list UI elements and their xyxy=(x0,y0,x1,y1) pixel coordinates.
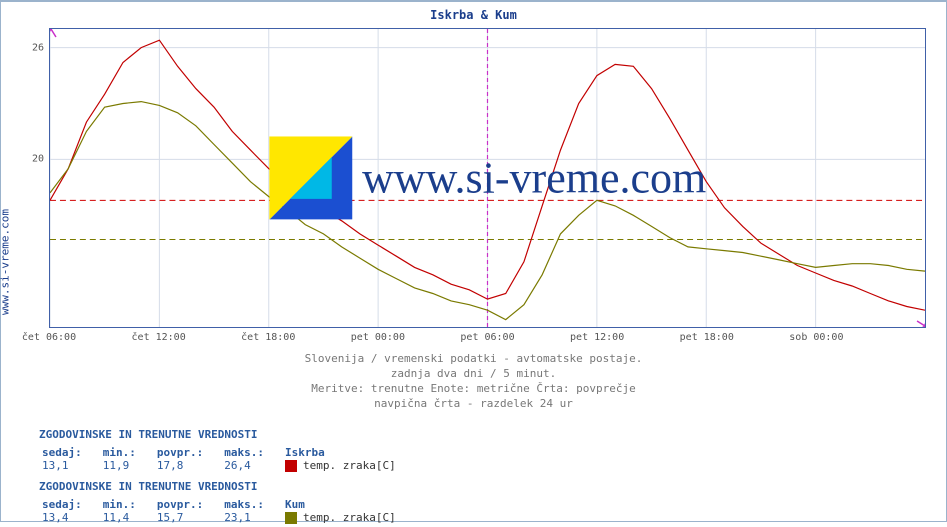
chart-title: Iskrba & Kum xyxy=(1,2,946,22)
val-now: 13,4 xyxy=(42,511,69,524)
legend-swatch xyxy=(285,512,297,524)
chart-container: Iskrba & Kum www.si-vreme.com www.si-vre… xyxy=(0,0,947,522)
col-max: maks.: xyxy=(224,446,264,459)
val-min: 11,4 xyxy=(103,511,130,524)
x-ticks: čet 06:00čet 12:00čet 18:00pet 00:00pet … xyxy=(49,332,926,346)
legend-swatch xyxy=(285,460,297,472)
stats-table: sedaj:13,4 min.:11,4 povpr.:15,7 maks.:2… xyxy=(39,495,416,527)
stats-title: ZGODOVINSKE IN TRENUTNE VREDNOSTI xyxy=(39,480,926,493)
val-max: 23,1 xyxy=(224,511,251,524)
x-tick-label: pet 00:00 xyxy=(351,332,405,343)
val-max: 26,4 xyxy=(224,459,251,472)
val-min: 11,9 xyxy=(103,459,130,472)
col-avg: povpr.: xyxy=(157,498,203,511)
x-tick-label: pet 12:00 xyxy=(570,332,624,343)
plot-area: www.si-vreme.com 2026 xyxy=(49,28,926,328)
subtitle-line: Slovenija / vremenski podatki - avtomats… xyxy=(1,352,946,367)
x-tick-label: čet 06:00 xyxy=(22,332,76,343)
x-tick-label: čet 18:00 xyxy=(241,332,295,343)
subtitle-line: zadnja dva dni / 5 minut. xyxy=(1,367,946,382)
plot-svg xyxy=(50,29,925,327)
x-tick-label: sob 00:00 xyxy=(789,332,843,343)
series-label: temp. zraka[C] xyxy=(303,511,396,524)
stats-title: ZGODOVINSKE IN TRENUTNE VREDNOSTI xyxy=(39,428,926,441)
y-axis-label: www.si-vreme.com xyxy=(0,209,12,315)
subtitle-line: navpična črta - razdelek 24 ur xyxy=(1,397,946,412)
y-tick-label: 26 xyxy=(32,42,44,53)
val-avg: 15,7 xyxy=(157,511,184,524)
x-tick-label: čet 12:00 xyxy=(132,332,186,343)
val-avg: 17,8 xyxy=(157,459,184,472)
val-now: 13,1 xyxy=(42,459,69,472)
series-name: Iskrba xyxy=(285,446,325,459)
col-avg: povpr.: xyxy=(157,446,203,459)
col-now: sedaj: xyxy=(42,446,82,459)
chart-subtitle: Slovenija / vremenski podatki - avtomats… xyxy=(1,352,946,411)
series-label: temp. zraka[C] xyxy=(303,459,396,472)
col-min: min.: xyxy=(103,446,136,459)
series-name: Kum xyxy=(285,498,305,511)
col-max: maks.: xyxy=(224,498,264,511)
stats-table: sedaj:13,1 min.:11,9 povpr.:17,8 maks.:2… xyxy=(39,443,416,475)
x-tick-label: pet 18:00 xyxy=(680,332,734,343)
stats-block-kum: ZGODOVINSKE IN TRENUTNE VREDNOSTI sedaj:… xyxy=(39,480,926,527)
col-now: sedaj: xyxy=(42,498,82,511)
col-min: min.: xyxy=(103,498,136,511)
stats-block-iskrba: ZGODOVINSKE IN TRENUTNE VREDNOSTI sedaj:… xyxy=(39,428,926,475)
y-tick-label: 20 xyxy=(32,154,44,165)
subtitle-line: Meritve: trenutne Enote: metrične Črta: … xyxy=(1,382,946,397)
x-tick-label: pet 06:00 xyxy=(460,332,514,343)
